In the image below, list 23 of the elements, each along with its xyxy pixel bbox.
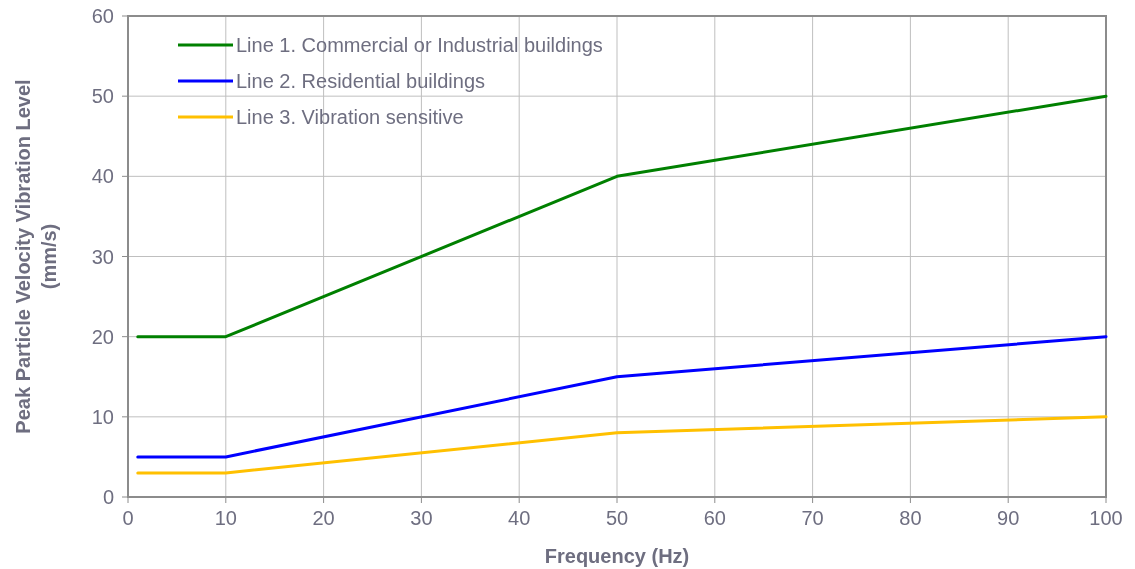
x-tick-label: 80	[899, 507, 922, 529]
y-tick-label: 20	[91, 325, 114, 348]
x-tick-label: 50	[605, 507, 629, 529]
x-axis-title: Frequency (Hz)	[544, 545, 690, 567]
x-tick-label: 40	[508, 507, 531, 529]
x-tick-label: 100	[1089, 507, 1123, 529]
y-axis-title: Peak Particle Velocity Vibration Level (mm/s)	[12, 79, 60, 434]
y-tick-label: 10	[91, 405, 114, 428]
legend-label: Line 1. Commercial or Industrial buildings	[236, 34, 603, 56]
x-tick-label: 90	[997, 507, 1020, 529]
y-tick-label: 60	[91, 5, 114, 27]
y-tick-label: 0	[102, 486, 114, 508]
y-tick-label: 40	[91, 165, 114, 188]
x-tick-label: 60	[703, 507, 726, 529]
y-tick-label: 30	[91, 245, 114, 268]
x-tick-label: 0	[122, 507, 134, 529]
y-tick-label: 50	[91, 85, 114, 108]
x-tick-label: 70	[801, 507, 824, 529]
legend-label: Line 2. Residential buildings	[236, 70, 486, 92]
legend-label: Line 3. Vibration sensitive	[236, 106, 464, 128]
x-tick-label: 20	[312, 507, 335, 529]
x-tick-label: 30	[410, 507, 433, 529]
x-tick-label: 10	[214, 507, 237, 529]
